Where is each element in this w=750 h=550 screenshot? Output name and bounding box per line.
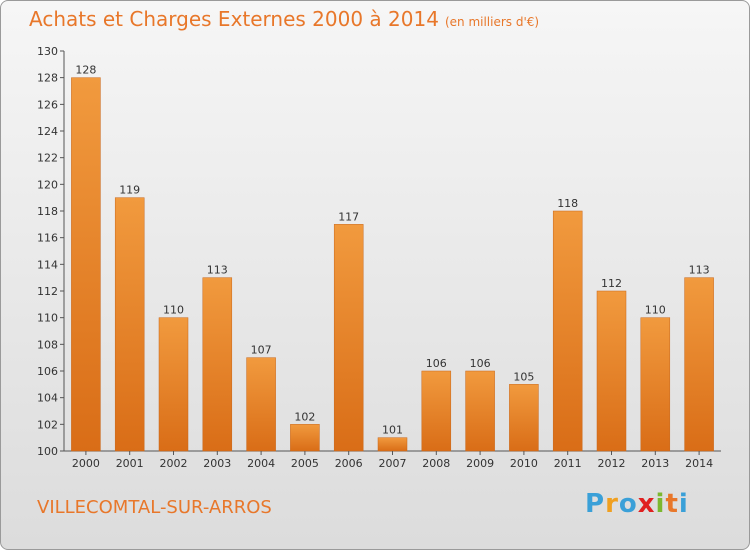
bar-value-label: 128 bbox=[75, 64, 96, 77]
y-tick-label: 108 bbox=[37, 338, 58, 351]
y-tick-label: 130 bbox=[37, 45, 58, 58]
bar-value-label: 105 bbox=[513, 370, 534, 383]
x-tick-label: 2006 bbox=[335, 457, 363, 470]
x-tick-label: 2012 bbox=[598, 457, 626, 470]
logo-letter: x bbox=[637, 489, 656, 519]
x-tick-label: 2000 bbox=[72, 457, 100, 470]
bar bbox=[421, 370, 452, 452]
bar bbox=[158, 317, 189, 452]
y-tick-label: 118 bbox=[37, 205, 58, 218]
x-tick-label: 2010 bbox=[510, 457, 538, 470]
y-tick-label: 106 bbox=[37, 365, 58, 378]
bar bbox=[509, 384, 539, 452]
y-tick-label: 124 bbox=[37, 125, 58, 138]
bar bbox=[202, 277, 233, 452]
x-tick-label: 2014 bbox=[685, 457, 713, 470]
bar bbox=[596, 290, 627, 452]
y-tick-label: 104 bbox=[37, 392, 58, 405]
logo-letter: t bbox=[665, 489, 679, 519]
bar-value-label: 117 bbox=[338, 210, 359, 223]
y-tick-label: 100 bbox=[37, 445, 58, 458]
y-tick-label: 126 bbox=[37, 98, 58, 111]
bar-value-label: 106 bbox=[470, 357, 491, 370]
bar-value-label: 118 bbox=[557, 197, 578, 210]
y-tick-label: 112 bbox=[37, 285, 58, 298]
bar bbox=[71, 77, 101, 452]
bar-value-label: 110 bbox=[645, 304, 666, 317]
logo-letter: i bbox=[655, 489, 666, 519]
bar bbox=[377, 437, 408, 452]
bar-value-label: 107 bbox=[251, 344, 272, 357]
bar bbox=[290, 424, 320, 452]
y-tick-label: 122 bbox=[37, 152, 58, 165]
bar-value-label: 112 bbox=[601, 277, 622, 290]
x-tick-label: 2007 bbox=[379, 457, 407, 470]
chart-subtitle: (en milliers d'€) bbox=[444, 15, 540, 29]
x-tick-label: 2001 bbox=[116, 457, 144, 470]
y-tick-label: 110 bbox=[37, 312, 58, 325]
bar-value-label: 110 bbox=[163, 304, 184, 317]
bar bbox=[246, 357, 276, 452]
logo-letter: r bbox=[605, 489, 619, 519]
bar-value-label: 113 bbox=[689, 264, 710, 277]
x-tick-label: 2003 bbox=[203, 457, 231, 470]
x-tick-label: 2009 bbox=[466, 457, 494, 470]
y-tick-label: 116 bbox=[37, 232, 58, 245]
x-tick-label: 2002 bbox=[160, 457, 188, 470]
bar-value-label: 119 bbox=[119, 184, 140, 197]
bar bbox=[114, 197, 145, 452]
x-tick-label: 2005 bbox=[291, 457, 319, 470]
bar-value-label: 101 bbox=[382, 424, 403, 437]
bar-value-label: 113 bbox=[207, 264, 228, 277]
bar bbox=[684, 277, 714, 452]
proxiti-logo: Proxiti bbox=[585, 489, 689, 519]
y-tick-label: 128 bbox=[37, 72, 58, 85]
bar bbox=[640, 317, 671, 452]
x-tick-label: 2013 bbox=[641, 457, 669, 470]
bar-value-label: 106 bbox=[426, 357, 447, 370]
y-tick-label: 114 bbox=[37, 258, 58, 271]
x-tick-label: 2008 bbox=[422, 457, 450, 470]
chart-title-text: Achats et Charges Externes 2000 à 2014 bbox=[29, 7, 439, 31]
logo-letter: o bbox=[618, 489, 638, 519]
city-name: VILLECOMTAL-SUR-ARROS bbox=[37, 497, 272, 518]
chart-title: Achats et Charges Externes 2000 à 2014 (e… bbox=[29, 7, 539, 31]
bar bbox=[333, 224, 364, 452]
x-tick-label: 2011 bbox=[554, 457, 582, 470]
bar bbox=[465, 370, 495, 452]
bar bbox=[552, 210, 583, 452]
logo-letter: P bbox=[585, 489, 606, 519]
y-tick-label: 120 bbox=[37, 178, 58, 191]
logo-letter: i bbox=[678, 489, 689, 519]
x-tick-label: 2004 bbox=[247, 457, 275, 470]
bar-value-label: 102 bbox=[294, 410, 315, 423]
y-tick-label: 102 bbox=[37, 418, 58, 431]
